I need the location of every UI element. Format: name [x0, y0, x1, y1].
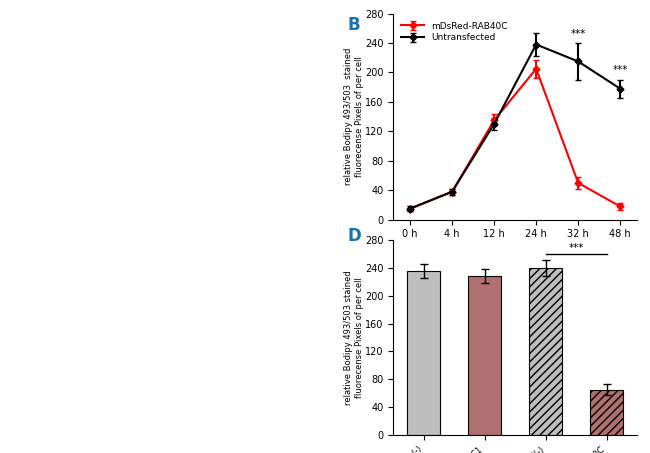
Text: ***: *** — [568, 243, 584, 253]
Text: ***: *** — [612, 65, 628, 76]
Bar — [407, 271, 441, 435]
Bar — [529, 268, 562, 435]
Y-axis label: relative Bodipy 493/503  stained
fluorecense Pixels of per cell: relative Bodipy 493/503 stained fluorece… — [344, 48, 363, 185]
Y-axis label: relative Bodipy 493/503 stained
fluorecense Pixels of per cell: relative Bodipy 493/503 stained fluorece… — [344, 270, 363, 405]
Text: ***: *** — [571, 29, 586, 39]
Legend: mDsRed-RAB40C, Untransfected: mDsRed-RAB40C, Untransfected — [398, 18, 512, 46]
Bar — [468, 276, 501, 435]
X-axis label: Time course: Time course — [477, 245, 553, 255]
Text: D: D — [348, 227, 361, 246]
Text: B: B — [348, 16, 360, 34]
Bar — [590, 390, 623, 435]
